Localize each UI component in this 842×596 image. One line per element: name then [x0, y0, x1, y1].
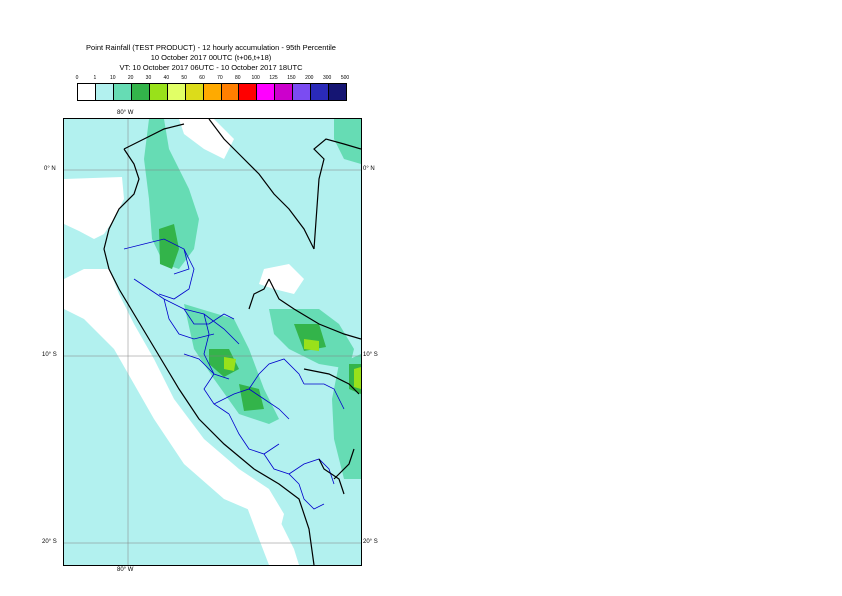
rain-heavier-1 [304, 339, 319, 351]
legend-swatch-9 [239, 84, 258, 100]
legend-swatch-12 [293, 84, 312, 100]
dry-ocean-coast [64, 269, 284, 534]
legend-swatch-2 [113, 84, 132, 100]
legend-threshold-label: 125 [269, 75, 278, 81]
legend-threshold-label: 40 [163, 75, 170, 81]
rain-moderate-5 [239, 384, 264, 411]
rain-moderate-1 [159, 224, 179, 269]
legend-threshold-label: 1 [93, 75, 97, 81]
legend-threshold-label: 30 [145, 75, 152, 81]
dry-land-north [179, 119, 234, 159]
legend-swatch-3 [131, 84, 150, 100]
legend-swatch-5 [167, 84, 186, 100]
legend-threshold-label: 150 [287, 75, 296, 81]
legend-threshold-label: 20 [127, 75, 134, 81]
legend-threshold-label: 300 [322, 75, 332, 81]
legend-swatch-14 [329, 84, 347, 100]
map-svg [64, 119, 361, 565]
lon-label-bottom: 80° W [117, 567, 134, 573]
legend-swatch-10 [257, 84, 276, 100]
dry-ocean-north [64, 177, 124, 239]
lon-label-top: 80° W [117, 110, 134, 116]
lat-label-10s-right: 10° S [363, 352, 378, 358]
legend-threshold-label: 80 [235, 75, 241, 81]
legend-thresholds: 0 1 10 20 30 40 50 60 70 80 100 125 150 200 300 500 [75, 75, 350, 83]
rain-heavier-2 [354, 367, 361, 389]
rainfall-map [63, 118, 362, 566]
legend-threshold-label: 60 [199, 75, 205, 81]
legend-threshold-label: 10 [109, 75, 116, 81]
legend-swatch-11 [275, 84, 294, 100]
rain-light-4 [334, 119, 361, 164]
lat-label-0-left: 0° N [44, 166, 56, 172]
legend-swatch-0 [78, 84, 96, 100]
legend-swatch-1 [95, 84, 114, 100]
legend-threshold-label: 500 [340, 75, 350, 81]
legend-swatch-13 [311, 84, 330, 100]
chart-subtitle-validity: VT: 10 October 2017 06UTC - 10 October 2… [119, 63, 303, 72]
rain-heavier-3 [224, 357, 236, 371]
lat-label-20s-right: 20° S [363, 539, 378, 545]
legend-swatch-4 [149, 84, 168, 100]
legend-threshold-label: 100 [251, 75, 260, 81]
legend-colorbar [77, 83, 347, 101]
legend-swatch-7 [203, 84, 222, 100]
dry-ocean-south [244, 499, 299, 565]
legend-swatch-6 [185, 84, 204, 100]
chart-subtitle-run: 10 October 2017 00UTC (t+06,t+18) [150, 53, 272, 62]
dry-land-interior [259, 264, 304, 294]
country-borders [103, 119, 361, 565]
lat-label-10s-left: 10° S [42, 352, 57, 358]
legend-threshold-label: 50 [181, 75, 187, 81]
rain-light-1 [144, 119, 199, 269]
legend-threshold-label: 0 [75, 75, 79, 81]
lat-label-0-right: 0° N [363, 166, 375, 172]
legend-swatch-8 [221, 84, 240, 100]
lat-label-20s-left: 20° S [42, 539, 57, 545]
legend-threshold-label: 200 [305, 75, 314, 81]
chart-title: Point Rainfall (TEST PRODUCT) - 12 hourl… [86, 43, 336, 52]
legend-threshold-label: 70 [217, 75, 223, 81]
